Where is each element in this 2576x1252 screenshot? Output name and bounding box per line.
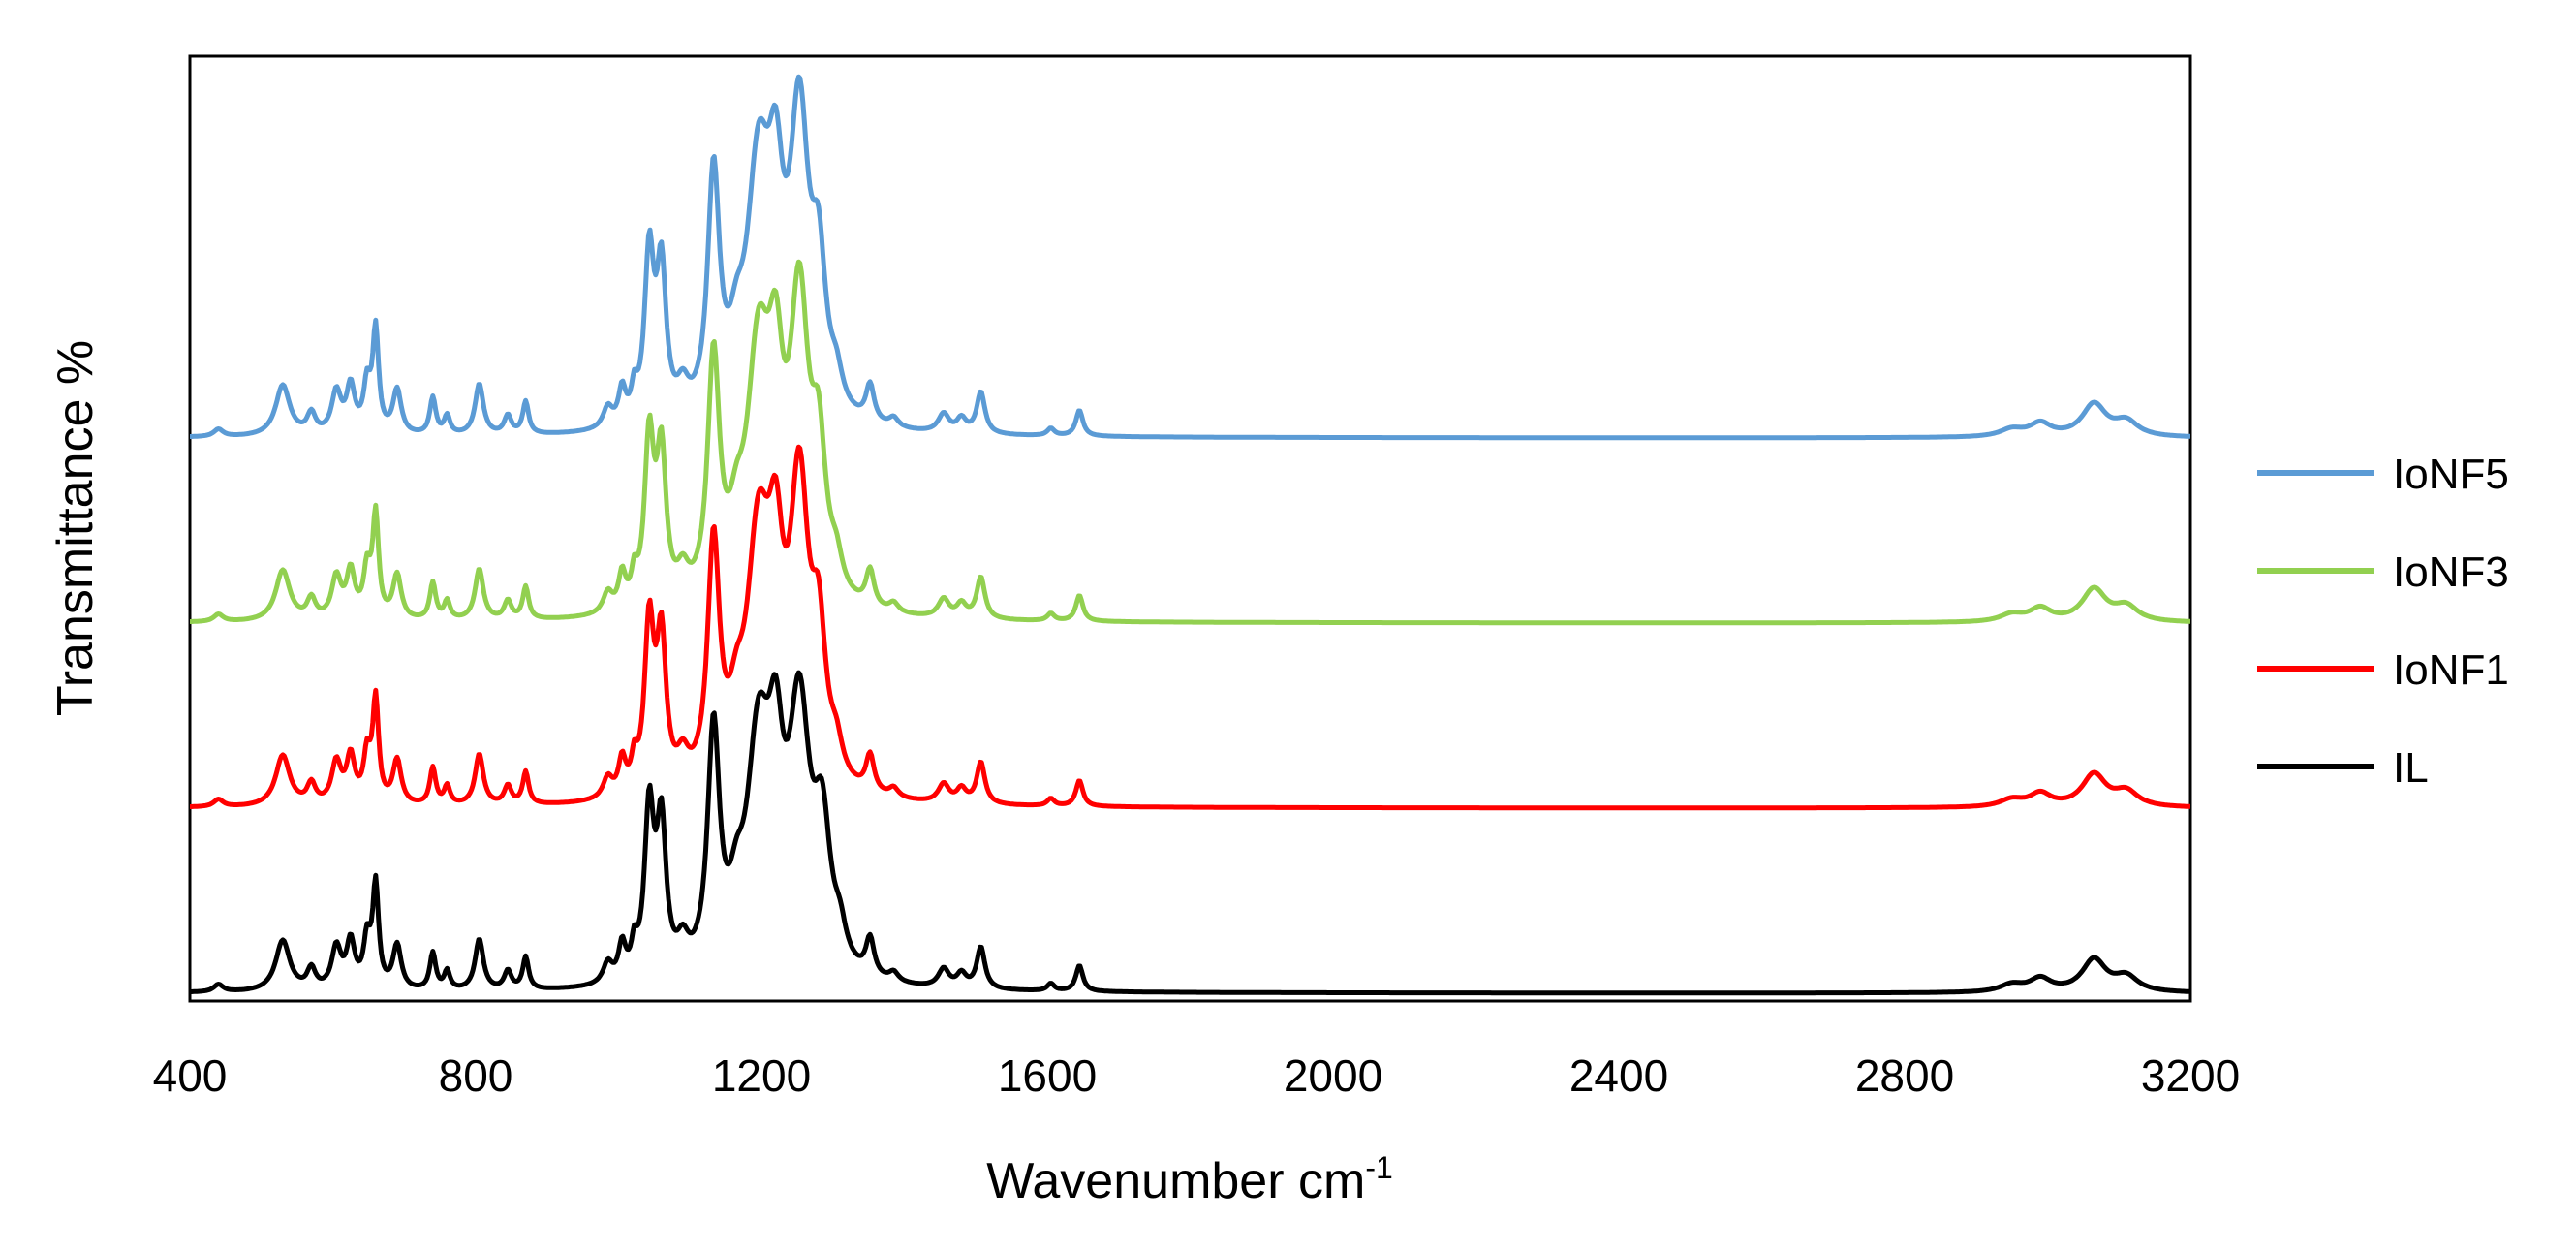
legend: IoNF5 IoNF3 IoNF1 IL — [2257, 451, 2509, 792]
legend-label-ionf5: IoNF5 — [2393, 451, 2509, 498]
series-line-ionf1 — [189, 444, 2191, 811]
series-line-ionf3 — [189, 259, 2191, 626]
x-tick-label-1600: 1600 — [998, 1050, 1097, 1101]
y-axis-title: Transmittance % — [47, 340, 104, 716]
legend-label-il: IL — [2393, 744, 2429, 792]
series-layer — [189, 74, 2191, 996]
series-line-ionf5 — [189, 74, 2191, 441]
x-tick-label-800: 800 — [439, 1050, 513, 1101]
plot-area — [188, 54, 2192, 1003]
x-tick-label-400: 400 — [153, 1050, 228, 1101]
x-axis-title: Wavenumber cm-1 — [986, 1150, 1393, 1209]
x-axis-title-main: Wavenumber cm — [986, 1153, 1365, 1209]
x-axis-title-superscript: -1 — [1365, 1150, 1392, 1185]
x-tick-label-1200: 1200 — [712, 1050, 811, 1101]
x-tick-label-3200: 3200 — [2141, 1050, 2240, 1101]
legend-label-ionf3: IoNF3 — [2393, 548, 2509, 596]
x-tick-label-2800: 2800 — [1855, 1050, 1954, 1101]
x-axis-ticks: 400 800 1200 1600 2000 2400 2800 3200 — [153, 1050, 2241, 1101]
x-tick-label-2000: 2000 — [1284, 1050, 1382, 1101]
legend-label-ionf1: IoNF1 — [2393, 646, 2509, 694]
series-line-il — [189, 670, 2191, 996]
x-tick-label-2400: 2400 — [1569, 1050, 1668, 1101]
